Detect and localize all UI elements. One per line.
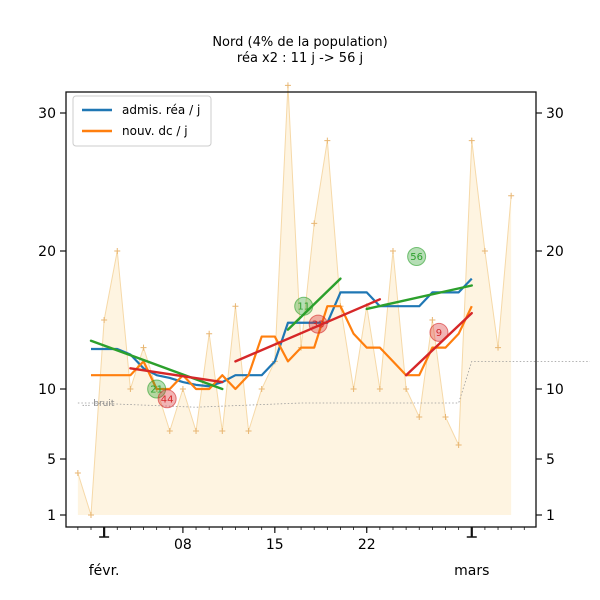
daily-raw-point [508,192,515,199]
fit-line [286,277,342,331]
noise-label: ... bruit [82,399,115,409]
doubling-bubble-label: 44 [161,394,174,405]
daily-raw-point [206,330,213,337]
daily-raw-point [416,414,423,420]
daily-raw-point [442,414,449,420]
doubling-bubble-label: 9 [436,328,442,339]
x-month-label: mars [454,563,489,579]
daily-raw-point [219,428,226,434]
noise-line [77,361,590,408]
doubling-bubble-label: 56 [410,252,423,263]
y-tick-label-left: 5 [47,452,56,468]
fit-line [129,367,224,384]
daily-raw-point [193,428,200,434]
doubling-bubble [407,247,427,267]
fit-line [404,311,473,377]
daily-raw-point [324,137,331,144]
daily-raw-point [350,386,357,392]
doubling-bubble-label: 33 [312,320,325,331]
legend-label-rea: admis. réa / j [122,103,200,117]
doubling-bubble [294,296,314,316]
daily-raw-point [179,386,186,392]
y-tick-label-left: 10 [38,382,56,398]
y-tick-label-left: 20 [38,244,56,260]
daily-raw-area [77,85,512,516]
chart-title: Nord (4% de la population) [212,35,387,50]
daily-raw-point [403,386,410,392]
daily-raw-point [114,248,121,254]
fit-line [365,284,473,311]
doubling-bubble [147,379,167,399]
doubling-bubble [308,314,328,334]
daily-raw-point [74,470,81,476]
doubling-bubble-label: 11 [297,302,310,313]
y-tick-label-right: 30 [546,106,564,122]
y-tick-label-left: 30 [38,106,56,122]
chart-subtitle: réa x2 : 11 j -> 56 j [237,51,363,66]
daily-raw-point [284,82,291,89]
x-tick-label: 22 [358,537,376,553]
x-tick-label: 08 [174,537,192,553]
daily-raw-point [468,137,475,144]
fit-line [89,339,224,391]
daily-raw-point [245,428,252,434]
y-tick-label-right: 5 [546,452,555,468]
daily-raw-point [140,344,147,351]
doubling-bubble [429,322,449,342]
doubling-bubble-label: 21 [150,385,163,396]
daily-raw-line [77,85,512,516]
series-line-dc [91,305,473,391]
fit-line [234,298,382,363]
x-tick-label: 15 [266,537,284,553]
legend-box [72,95,212,147]
daily-raw-point [311,220,318,227]
daily-raw-point [455,442,462,448]
daily-raw-point [481,248,488,254]
y-tick-label-right: 20 [546,244,564,260]
legend-label-dc: nouv. dc / j [122,124,188,138]
daily-raw-point [127,386,134,392]
x-month-label: févr. [89,563,120,579]
daily-raw-point [101,317,108,323]
daily-raw-point [389,248,396,254]
daily-raw-point [376,386,383,392]
y-tick-label-right: 10 [546,382,564,398]
daily-raw-point [429,317,436,323]
doubling-bubble [157,389,177,409]
daily-raw-point [232,303,239,310]
daily-raw-point [88,512,94,518]
y-tick-label-left: 1 [47,508,56,524]
daily-raw-point [258,386,265,392]
y-tick-label-right: 1 [546,508,555,524]
daily-raw-point [495,344,502,351]
daily-raw-point [166,428,173,434]
